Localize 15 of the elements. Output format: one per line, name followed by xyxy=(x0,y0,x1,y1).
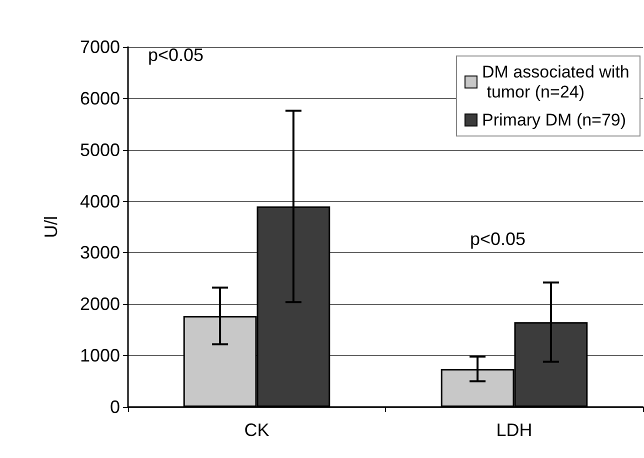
y-tick-label: 5000 xyxy=(80,140,120,160)
y-tick-label: 0 xyxy=(110,397,120,417)
legend-label: DM associated with tumor (n=24) xyxy=(482,62,630,102)
y-tick-label: 7000 xyxy=(80,37,120,57)
annotation: p<0.05 xyxy=(470,229,526,249)
x-tick-label: CK xyxy=(244,420,270,440)
y-tick-label: 3000 xyxy=(80,242,120,263)
y-axis-title: U/l xyxy=(41,216,61,238)
y-tick-label: 4000 xyxy=(80,191,120,212)
x-tick-label: LDH xyxy=(496,420,532,440)
y-tick-label: 6000 xyxy=(80,88,120,108)
legend-label: Primary DM (n=79) xyxy=(482,110,626,130)
y-tick-label: 1000 xyxy=(80,346,120,366)
annotation: p<0.05 xyxy=(148,45,204,65)
y-tick-label: 2000 xyxy=(80,294,120,314)
